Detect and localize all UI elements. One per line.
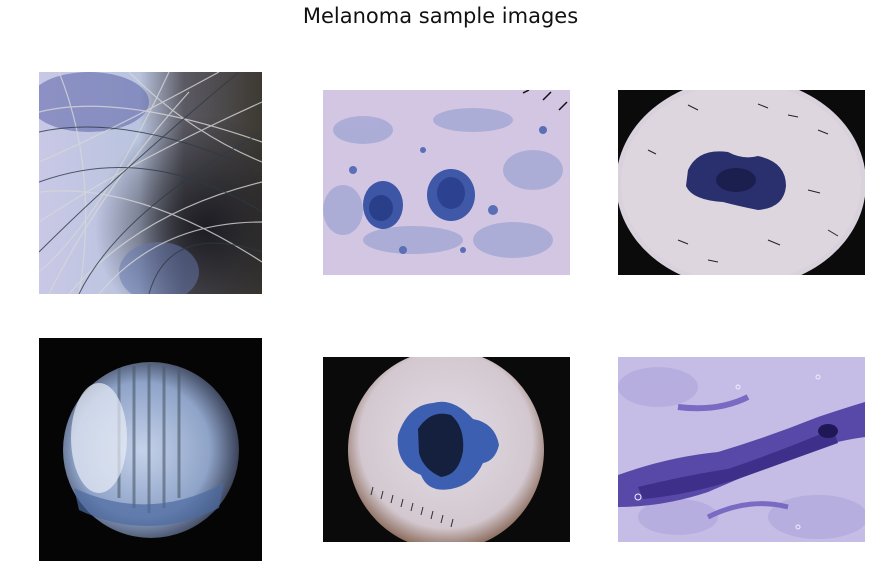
figure-title: Melanoma sample images: [302, 4, 579, 28]
sample-image-4: [39, 338, 262, 561]
sample-image-2: [323, 90, 570, 275]
sample-image-1: [39, 72, 262, 294]
sample-image-5: [323, 357, 570, 542]
sample-image-6: [618, 357, 865, 542]
sample-image-3: [618, 90, 865, 275]
